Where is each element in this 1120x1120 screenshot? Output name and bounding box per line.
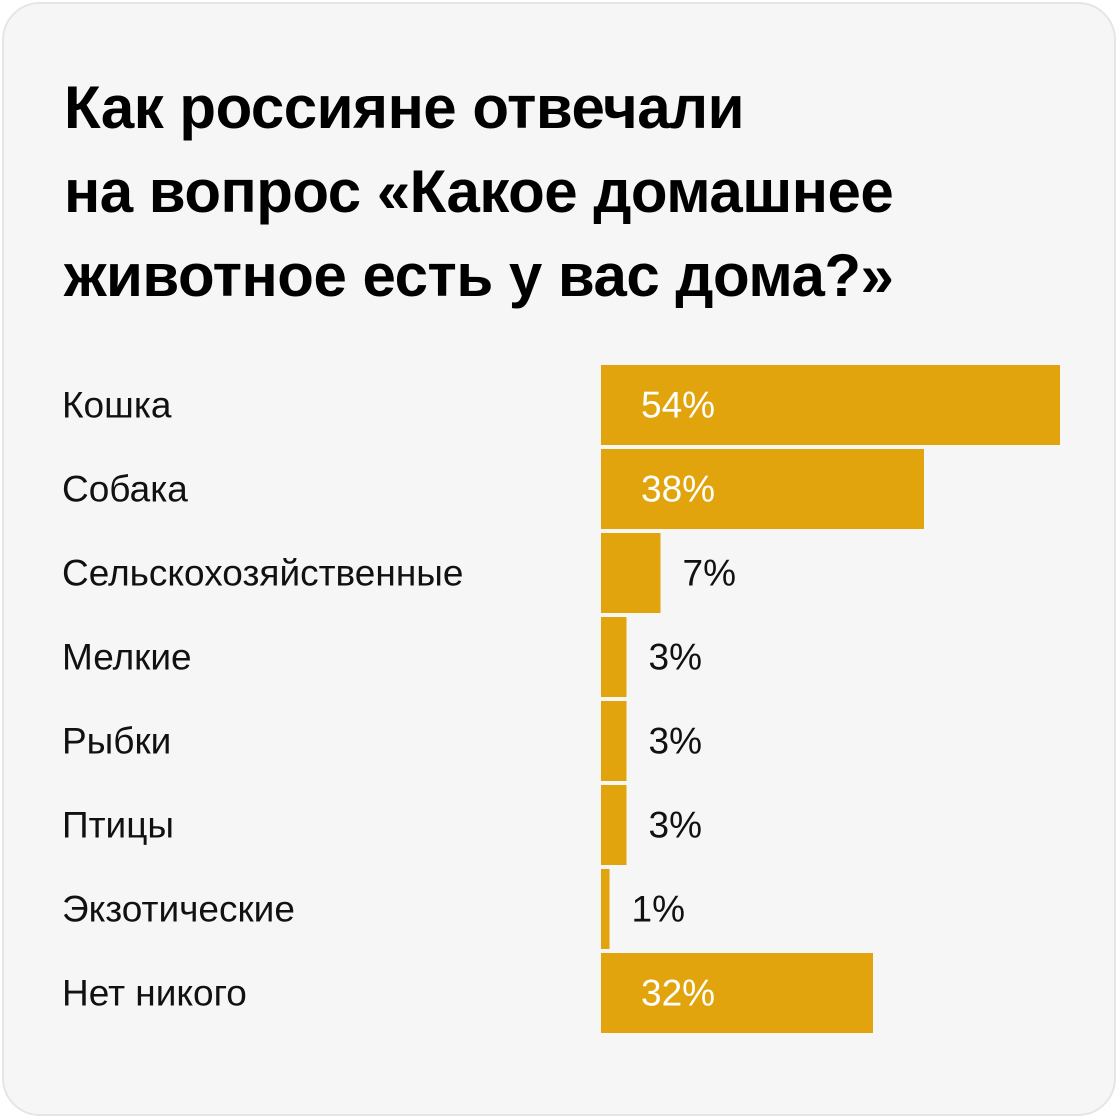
value-label: 7%	[683, 553, 736, 594]
title-line-2: на вопрос «Какое домашнее	[64, 158, 894, 225]
chart-title: Как россияне отвечали на вопрос «Какое д…	[64, 66, 1064, 318]
value-label: 3%	[649, 637, 702, 678]
bar	[601, 533, 661, 613]
value-label: 32%	[641, 973, 715, 1014]
bar	[601, 785, 627, 865]
category-label: Экзотические	[62, 889, 295, 930]
value-label: 1%	[632, 889, 685, 930]
bar	[601, 449, 924, 529]
category-label: Рыбки	[62, 721, 171, 762]
title-line-1: Как россияне отвечали	[64, 74, 745, 141]
value-label: 54%	[641, 385, 715, 426]
category-label: Мелкие	[62, 637, 192, 678]
bar	[601, 953, 873, 1033]
value-label: 38%	[641, 469, 715, 510]
category-label: Птицы	[62, 805, 174, 846]
value-label: 3%	[649, 805, 702, 846]
category-label: Нет никого	[62, 973, 247, 1014]
bar	[601, 869, 610, 949]
title-line-3: животное есть у вас дома?»	[64, 242, 894, 309]
bar	[601, 617, 627, 697]
bar	[601, 365, 1060, 445]
category-label: Сельскохозяйственные	[62, 553, 463, 594]
category-label: Собака	[62, 469, 188, 510]
bar	[601, 701, 627, 781]
category-label: Кошка	[62, 385, 172, 426]
bar-chart: Кошка 54% Собака 38% Сельскохозяйственные 7% М…	[62, 365, 1060, 1033]
value-label: 3%	[649, 721, 702, 762]
